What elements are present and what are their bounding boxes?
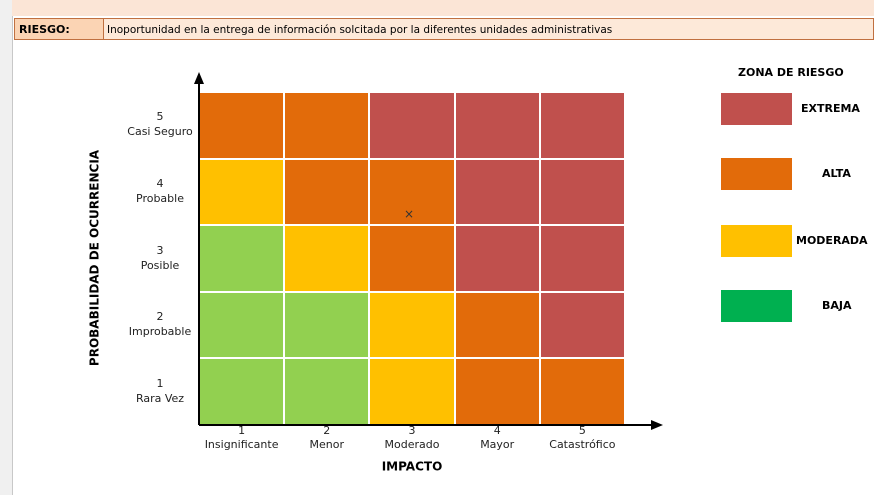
risk-cell [199, 92, 285, 159]
row-number: 1 [156, 376, 164, 390]
legend-swatch [721, 290, 792, 322]
row-label: Rara Vez [135, 391, 185, 405]
risk-cell [199, 291, 285, 359]
header-label[interactable]: RIESGO: [14, 18, 104, 40]
row-label: Probable [136, 191, 184, 205]
risk-cell [369, 358, 455, 425]
risk-cell [284, 291, 370, 359]
risk-cell [454, 291, 540, 359]
legend-label: MODERADA [796, 234, 868, 247]
column-label: Moderado [384, 438, 440, 451]
legend-swatch [721, 225, 792, 257]
column-number: 4 [493, 424, 501, 437]
risk-cell [199, 358, 285, 425]
column-label: Mayor [480, 438, 515, 451]
x-arrow [651, 420, 663, 430]
risk-cell [454, 358, 540, 425]
legend-label: EXTREMA [801, 102, 860, 115]
y-axis-title: PROBABILIDAD DE OCURRENCIA [88, 149, 102, 366]
row-label: Improbable [128, 325, 192, 339]
risk-cell [539, 291, 625, 359]
risk-cell [539, 158, 625, 226]
column-number: 3 [408, 424, 416, 437]
column-label: Insignificante [204, 438, 279, 451]
risk-cell [539, 92, 625, 159]
x-axis-title: IMPACTO [382, 460, 443, 474]
column-label: Catastrófico [549, 438, 616, 451]
row-number: 5 [156, 110, 164, 124]
legend-title: ZONA DE RIESGO [738, 66, 844, 79]
risk-cell [369, 225, 455, 292]
risk-cell [369, 92, 455, 159]
legend-label: BAJA [822, 299, 852, 312]
row-number: 3 [156, 243, 164, 257]
row-label: Casi Seguro [127, 125, 193, 139]
row-header [0, 0, 13, 495]
column-label: Menor [309, 438, 345, 451]
risk-cell [454, 158, 540, 226]
legend-swatch [721, 158, 792, 190]
risk-marker: × [404, 207, 415, 221]
y-arrow [194, 72, 204, 84]
row-number: 4 [156, 176, 164, 190]
column-number: 1 [238, 424, 246, 437]
legend-swatch [721, 93, 792, 125]
risk-cell [199, 158, 285, 226]
header-description[interactable]: Inoportunidad en la entrega de informaci… [104, 18, 874, 40]
risk-cell [284, 225, 370, 292]
column-number: 5 [578, 424, 586, 437]
row-number: 2 [156, 310, 164, 324]
risk-cell [284, 92, 370, 159]
legend-label: ALTA [822, 167, 851, 180]
risk-cell [284, 158, 370, 226]
risk-cell [454, 225, 540, 292]
risk-cell [369, 291, 455, 359]
row-label: Posible [140, 258, 180, 272]
top-strip [12, 0, 874, 16]
column-number: 2 [323, 424, 331, 437]
risk-cell [369, 158, 455, 226]
risk-cell [539, 225, 625, 292]
risk-cell [454, 92, 540, 159]
risk-cell [284, 358, 370, 425]
